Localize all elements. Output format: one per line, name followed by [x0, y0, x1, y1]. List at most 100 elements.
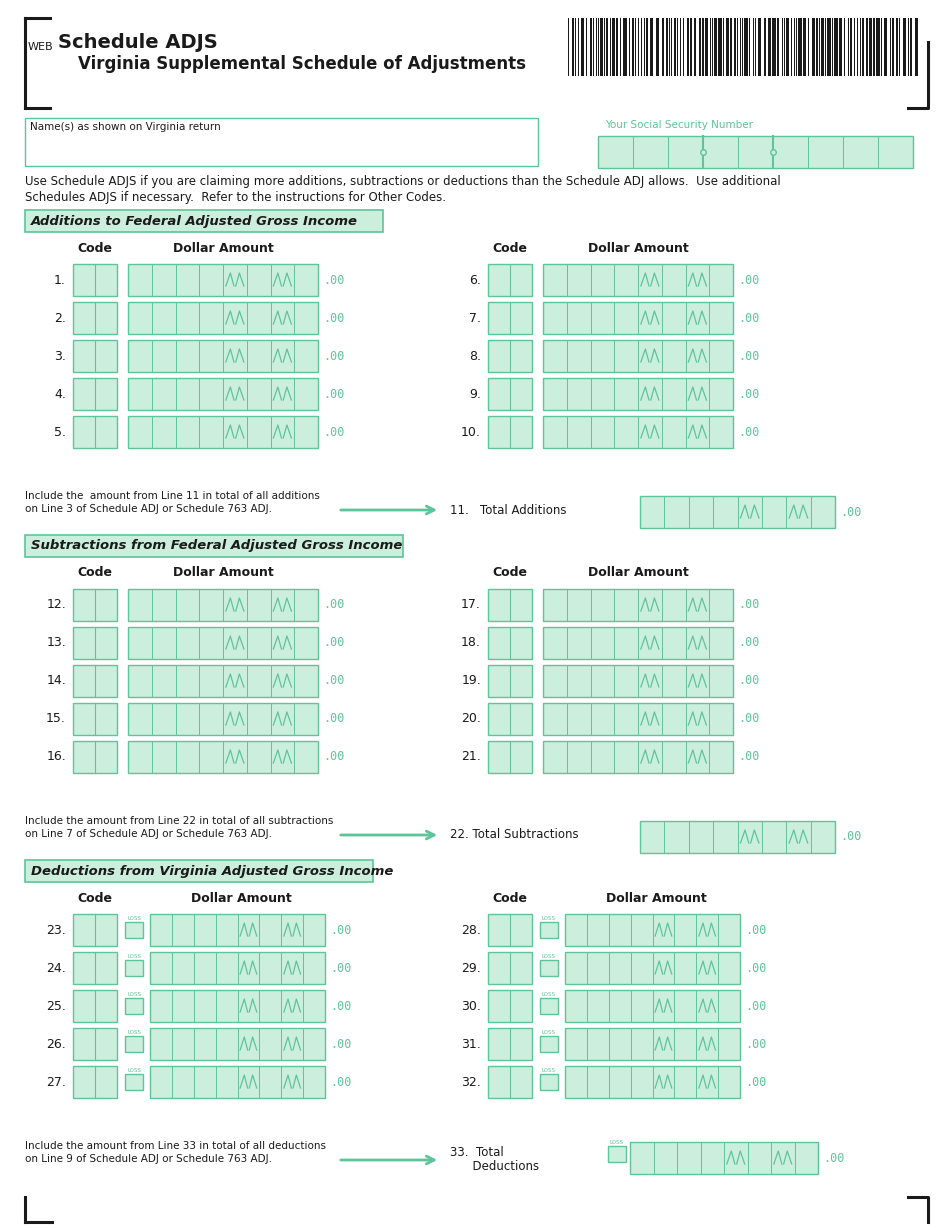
Bar [600, 18, 603, 76]
Bar [637, 18, 638, 76]
Bar [590, 18, 592, 76]
Bar [865, 18, 868, 76]
Text: .00: .00 [840, 830, 862, 844]
Text: 19.: 19. [462, 674, 481, 688]
Bar [712, 18, 713, 76]
Bar [150, 952, 325, 984]
Text: Virginia Supplemental Schedule of Adjustments: Virginia Supplemental Schedule of Adjust… [78, 55, 526, 73]
Bar [694, 18, 696, 76]
Bar [565, 1066, 740, 1098]
Bar [782, 18, 783, 76]
Bar [900, 18, 901, 76]
Bar [915, 18, 919, 76]
Text: Dollar Amount: Dollar Amount [588, 567, 689, 579]
Bar [640, 820, 835, 852]
Bar [740, 18, 741, 76]
Bar [854, 18, 855, 76]
Bar [543, 665, 733, 697]
Text: Dollar Amount: Dollar Amount [606, 892, 707, 904]
Bar [150, 990, 325, 1022]
Bar [488, 303, 532, 335]
Text: .00: .00 [323, 674, 344, 688]
Text: Code: Code [78, 892, 112, 904]
Text: .00: .00 [738, 636, 759, 649]
Bar [821, 18, 824, 76]
Bar [764, 18, 766, 76]
Bar [73, 1066, 117, 1098]
Bar [565, 952, 740, 984]
Text: .00: .00 [330, 1037, 352, 1050]
Bar [572, 18, 574, 76]
Bar [666, 18, 668, 76]
Bar [586, 18, 587, 76]
Text: 32.: 32. [462, 1075, 481, 1089]
Bar [687, 18, 689, 76]
Bar [752, 18, 754, 76]
Bar [777, 18, 779, 76]
Bar [613, 18, 615, 76]
Text: WEB: WEB [28, 42, 53, 52]
Text: LOSS: LOSS [610, 1140, 624, 1145]
Text: .00: .00 [323, 712, 344, 726]
Bar [73, 339, 117, 371]
Text: Dollar Amount: Dollar Amount [173, 567, 274, 579]
Text: Schedules ADJS if necessary.  Refer to the instructions for Other Codes.: Schedules ADJS if necessary. Refer to th… [25, 191, 446, 204]
Text: .00: .00 [745, 962, 767, 974]
Bar [128, 416, 318, 448]
Text: Schedule ADJS: Schedule ADJS [58, 33, 218, 52]
Bar [910, 18, 912, 76]
Bar [896, 18, 898, 76]
Text: LOSS: LOSS [127, 993, 141, 998]
Bar [710, 18, 711, 76]
Bar [873, 18, 875, 76]
Bar [575, 18, 577, 76]
Text: 31.: 31. [462, 1037, 481, 1050]
Text: 3.: 3. [54, 349, 66, 363]
Text: LOSS: LOSS [542, 993, 556, 998]
Text: .00: .00 [745, 1075, 767, 1089]
Text: .00: .00 [840, 506, 862, 519]
Text: LOSS: LOSS [127, 1030, 141, 1034]
Bar [593, 18, 595, 76]
Text: 15.: 15. [47, 712, 66, 726]
Text: .00: .00 [323, 426, 344, 439]
Text: 2.: 2. [54, 311, 66, 325]
Text: Code: Code [78, 567, 112, 579]
Text: .00: .00 [323, 636, 344, 649]
Bar [702, 18, 704, 76]
Bar [128, 740, 318, 772]
Bar [677, 18, 678, 76]
Text: on Line 9 of Schedule ADJ or Schedule 763 ADJ.: on Line 9 of Schedule ADJ or Schedule 76… [25, 1154, 272, 1164]
Text: LOSS: LOSS [127, 916, 141, 921]
Bar [616, 18, 618, 76]
Text: .00: .00 [738, 750, 759, 764]
Bar [73, 627, 117, 659]
Bar [844, 18, 846, 76]
Bar [540, 959, 558, 975]
Bar [488, 416, 532, 448]
Bar [825, 18, 826, 76]
Bar [150, 1028, 325, 1060]
Bar [598, 137, 913, 169]
Text: .00: .00 [330, 962, 352, 974]
Text: Use Schedule ADJS if you are claiming more additions, subtractions or deductions: Use Schedule ADJS if you are claiming mo… [25, 175, 781, 188]
Text: Name(s) as shown on Virginia return: Name(s) as shown on Virginia return [30, 122, 220, 132]
Text: 4.: 4. [54, 387, 66, 401]
Text: Deductions from Virginia Adjusted Gross Income: Deductions from Virginia Adjusted Gross … [31, 865, 393, 877]
Bar [488, 914, 532, 946]
Bar [683, 18, 684, 76]
Bar [632, 18, 634, 76]
Bar [125, 922, 143, 938]
Bar [850, 18, 852, 76]
Text: 7.: 7. [469, 311, 481, 325]
Bar [784, 18, 786, 76]
Bar [714, 18, 717, 76]
Bar [640, 496, 835, 528]
Bar [25, 860, 373, 882]
Bar [128, 378, 318, 410]
Text: 14.: 14. [47, 674, 66, 688]
Bar [488, 264, 532, 296]
Bar [488, 1028, 532, 1060]
Bar [882, 18, 883, 76]
Bar [811, 18, 815, 76]
